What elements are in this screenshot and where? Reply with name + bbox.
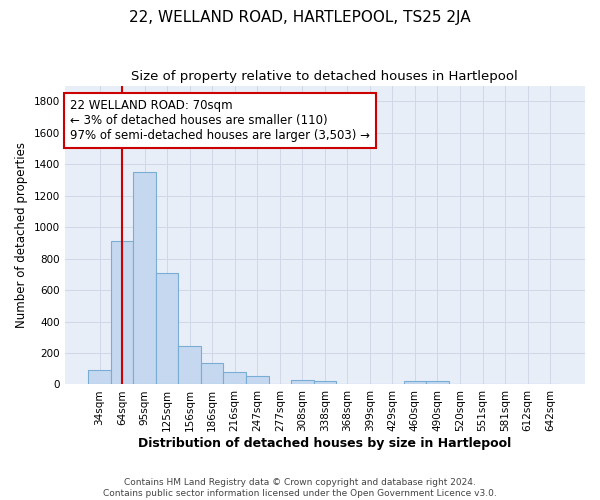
Text: Contains HM Land Registry data © Crown copyright and database right 2024.
Contai: Contains HM Land Registry data © Crown c… (103, 478, 497, 498)
Bar (111, 242, 133, 384)
Bar (133, 172, 156, 384)
X-axis label: Distribution of detached houses by size in Hartlepool: Distribution of detached houses by size … (138, 437, 511, 450)
Bar (156, 273, 178, 384)
Bar (426, 382, 449, 384)
Text: 22 WELLAND ROAD: 70sqm
← 3% of detached houses are smaller (110)
97% of semi-det: 22 WELLAND ROAD: 70sqm ← 3% of detached … (70, 99, 370, 142)
Bar (314, 380, 336, 384)
Bar (178, 346, 201, 385)
Y-axis label: Number of detached properties: Number of detached properties (15, 142, 28, 328)
Bar (223, 372, 246, 384)
Text: 22, WELLAND ROAD, HARTLEPOOL, TS25 2JA: 22, WELLAND ROAD, HARTLEPOOL, TS25 2JA (129, 10, 471, 25)
Bar (88, 370, 111, 384)
Title: Size of property relative to detached houses in Hartlepool: Size of property relative to detached ho… (131, 70, 518, 83)
Bar (201, 363, 223, 384)
Bar (404, 382, 426, 384)
Bar (246, 376, 269, 384)
Bar (291, 380, 314, 384)
